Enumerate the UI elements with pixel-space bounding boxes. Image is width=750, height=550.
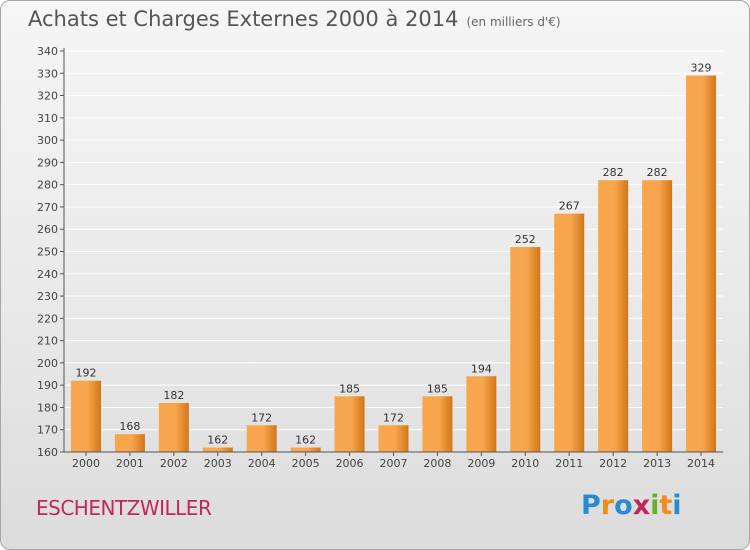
data-label: 252 [515,233,536,246]
bars [70,75,717,452]
chart-title-text: Achats et Charges Externes 2000 à 2014 [28,7,459,31]
y-tick-label: 270 [37,201,58,214]
logo-letter: i [672,490,682,521]
bar [642,180,673,452]
y-tick-label: 260 [37,223,58,236]
x-tick-label: 2014 [687,457,715,470]
x-tick-label: 2004 [248,457,276,470]
data-label: 168 [119,420,140,433]
bar [422,396,453,452]
chart-subtitle: (en milliers d'€) [466,15,561,29]
y-tick-label: 300 [37,134,58,147]
logo-letter: r [600,490,615,521]
logo-letter: t [659,490,673,521]
x-tick-label: 2010 [511,457,539,470]
y-tick-label: 190 [37,379,58,392]
proxiti-logo: Proxiti [581,490,682,521]
bar [114,434,145,452]
y-tick-label: 320 [37,90,58,103]
data-label: 182 [163,389,184,402]
data-label: 172 [383,411,404,424]
x-tick-label: 2012 [599,457,627,470]
x-tick-label: 2001 [116,457,144,470]
bar [246,425,277,452]
bar [510,247,541,452]
y-tick-label: 310 [37,112,58,125]
y-tick-label: 330 [37,67,58,80]
x-tick-label: 2013 [643,457,671,470]
x-tick-label: 2008 [423,457,451,470]
logo-letter: i [650,490,660,521]
data-label: 329 [691,62,712,75]
data-label: 172 [251,411,272,424]
bar [290,447,321,452]
y-tick-label: 230 [37,290,58,303]
x-tick-label: 2006 [336,457,364,470]
y-tick-label: 280 [37,179,58,192]
data-label: 267 [559,200,580,213]
logo-letter: x [632,490,651,521]
bar [554,213,585,452]
data-label: 282 [603,166,624,179]
y-tick-label: 240 [37,268,58,281]
y-tick-labels: 160 170 180 190 200 210 220 230 240 250 260 270 280 2… [37,45,64,459]
bar [378,425,409,452]
data-label: 282 [647,166,668,179]
x-tick-label: 2005 [292,457,320,470]
x-tick-label: 2007 [380,457,408,470]
data-label: 185 [339,382,360,395]
data-label: 194 [471,362,492,375]
chart-title: Achats et Charges Externes 2000 à 2014 (e… [28,7,561,31]
bar [466,376,497,452]
place-name: ESCHENTZWILLER [36,496,212,520]
y-tick-label: 210 [37,335,58,348]
bar [70,380,101,452]
data-label: 192 [75,367,96,380]
logo-letter: o [614,490,633,521]
y-tick-label: 340 [37,45,58,58]
logo-letter: P [581,490,601,521]
bar [334,396,365,452]
data-label: 185 [427,382,448,395]
y-tick-label: 170 [37,424,58,437]
bar [686,75,717,452]
y-tick-label: 290 [37,156,58,169]
y-tick-label: 250 [37,246,58,259]
x-tick-label: 2009 [467,457,495,470]
data-label: 162 [295,434,316,447]
data-labels: 192 168 182 162 172 162 185 172 185 194 252 267 282 2… [75,62,711,447]
bar [158,402,189,452]
y-tick-label: 160 [37,446,58,459]
y-tick-label: 180 [37,401,58,414]
x-tick-label: 2002 [160,457,188,470]
x-tick-label: 2011 [555,457,583,470]
data-label: 162 [207,434,228,447]
x-tick-label: 2003 [204,457,232,470]
y-tick-label: 200 [37,357,58,370]
bar [598,180,629,452]
x-tick-labels: 2000 2001 2002 2003 2004 2005 2006 2007 2008 2009… [72,452,715,470]
y-tick-label: 220 [37,312,58,325]
x-tick-label: 2000 [72,457,100,470]
bar [202,447,233,452]
